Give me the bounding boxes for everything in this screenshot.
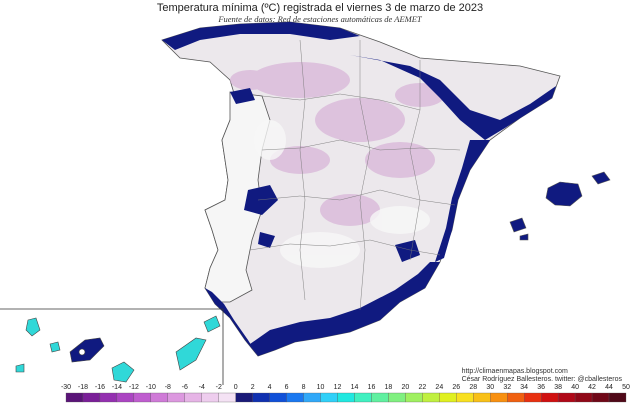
legend-tick-label: 34: [520, 384, 528, 391]
legend-swatch: [371, 392, 389, 403]
legend-tick-label: 24: [435, 384, 443, 391]
legend-swatch: [320, 392, 338, 403]
legend-swatch: [65, 392, 84, 403]
legend-tick-label: -14: [112, 384, 122, 391]
legend-tick-label: 4: [268, 384, 272, 391]
legend-tick-label: 26: [452, 384, 460, 391]
legend-tick-label: 10: [317, 384, 325, 391]
legend-tick-label: 14: [351, 384, 359, 391]
legend-swatch: [99, 392, 118, 403]
legend-tick-label: 44: [605, 384, 613, 391]
legend-tick-label: 0: [234, 384, 238, 391]
legend-tick-label: 16: [368, 384, 376, 391]
province-borders: [249, 39, 461, 311]
legend-tick-label: 40: [571, 384, 579, 391]
legend-swatch: [252, 392, 270, 403]
credits-block: http://climaenmapas.blogspot.com César R…: [462, 368, 622, 384]
legend-tick-label: -12: [129, 384, 139, 391]
legend-swatch: [608, 392, 627, 403]
legend-tick-label: -4: [199, 384, 205, 391]
credits-author: César Rodríguez Ballesteros. twitter: @c…: [461, 376, 622, 383]
map-subtitle: Fuente de datos: Red de estaciones autom…: [218, 14, 422, 24]
legend-swatch: [388, 392, 406, 403]
legend-tick-label: 36: [537, 384, 545, 391]
legend-swatch: [524, 392, 542, 403]
balearic-islands: [509, 171, 611, 241]
legend-swatch: [116, 392, 135, 403]
legend-tick-label: -18: [78, 384, 88, 391]
legend-swatch: [490, 392, 508, 403]
legend-swatch: [269, 392, 287, 403]
legend-swatch: [473, 392, 491, 403]
legend-tick-label: -2: [216, 384, 222, 391]
legend-tick-label: 2: [251, 384, 255, 391]
legend-swatch: [557, 392, 576, 403]
legend-swatch: [456, 392, 474, 403]
legend-swatch: [201, 392, 219, 403]
legend-swatch: [82, 392, 101, 403]
legend-swatch: [574, 392, 593, 403]
legend-tick-label: 50: [622, 384, 630, 391]
legend-tick-label: -16: [95, 384, 105, 391]
legend-swatch: [337, 392, 355, 403]
legend-tick-label: 6: [285, 384, 289, 391]
legend-swatch: [150, 392, 168, 403]
legend-tick-label: 30: [486, 384, 494, 391]
legend-swatch: [405, 392, 423, 403]
canary-islands: [15, 315, 221, 383]
cold-coast-zones: [162, 22, 556, 356]
legend-swatch: [218, 392, 236, 403]
legend-swatch: [167, 392, 185, 403]
legend-tick-label: 42: [588, 384, 596, 391]
credits-url[interactable]: http://climaenmapas.blogspot.com: [461, 368, 568, 375]
legend-swatch: [286, 392, 304, 403]
legend-swatch: [133, 392, 151, 403]
legend-tick-label: 38: [554, 384, 562, 391]
legend-swatch: [354, 392, 372, 403]
legend-tick-label: 32: [503, 384, 511, 391]
warm-patches: [254, 120, 430, 268]
legend-swatch: [235, 392, 253, 403]
legend-swatch: [507, 392, 525, 403]
legend-swatch: [591, 392, 610, 403]
legend-tick-label: 22: [418, 384, 426, 391]
legend-swatch: [422, 392, 440, 403]
legend-tick-label: 28: [469, 384, 477, 391]
legend-swatch: [439, 392, 457, 403]
legend-tick-label: -30: [61, 384, 71, 391]
legend-swatch: [541, 392, 559, 403]
legend-tick-label: 12: [334, 384, 342, 391]
legend-tick-label: -10: [146, 384, 156, 391]
legend-tick-label: -6: [182, 384, 188, 391]
legend-tick-label: 8: [302, 384, 306, 391]
canary-inset-frame: [0, 308, 224, 385]
legend-tick-label: -8: [165, 384, 171, 391]
legend-swatch: [184, 392, 202, 403]
temperature-legend: -30 -18 -16 -14 -12 -10 -8 -6 -4 -2 0 2 4 6 8 10 12 14 16 1…: [61, 384, 630, 403]
map-title: Temperatura mínima (ºC) registrada el vi…: [156, 2, 484, 14]
legend-tick-label: 20: [401, 384, 409, 391]
legend-swatch: [303, 392, 321, 403]
legend-tick-label: 18: [385, 384, 393, 391]
